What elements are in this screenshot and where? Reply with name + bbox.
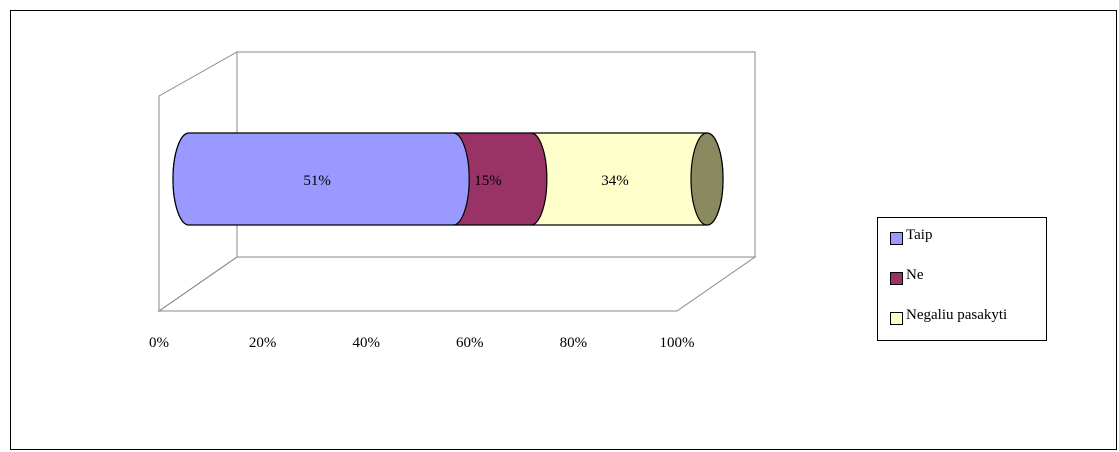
cylinder-end-cap (690, 132, 724, 226)
legend-swatch (890, 312, 903, 325)
bar-segments (172, 132, 724, 226)
x-tick-label: 80% (560, 335, 588, 351)
data-label-taip: 51% (303, 173, 331, 189)
legend-swatch (890, 232, 903, 245)
legend-item: Ne (890, 266, 924, 286)
legend-label: Taip (906, 227, 933, 243)
legend-label: Ne (906, 267, 924, 283)
data-labels: 51% 15% 34% (303, 173, 628, 189)
legend-label: Negaliu pasakyti (906, 307, 1008, 323)
x-tick-label: 100% (660, 335, 695, 351)
legend-item: Taip (890, 226, 932, 246)
chart-plot: 51% 15% 34% 0% 20% 40% 60% 80% 100% (149, 51, 757, 351)
x-tick-label: 0% (149, 335, 169, 351)
x-tick-label: 60% (456, 335, 484, 351)
x-tick-label: 40% (352, 335, 380, 351)
data-label-ne: 15% (474, 173, 502, 189)
legend-item: Negaliu pasakyti (890, 306, 1007, 326)
x-tick-label: 20% (249, 335, 277, 351)
cylinder-left-edge (172, 132, 190, 226)
legend: Taip Ne Negaliu pasakyti (877, 217, 1047, 341)
data-label-negaliu-pasakyti: 34% (601, 173, 629, 189)
x-axis-ticks: 0% 20% 40% 60% 80% 100% (149, 335, 695, 351)
floor (157, 256, 757, 312)
legend-swatch (890, 272, 903, 285)
chart-frame: 51% 15% 34% 0% 20% 40% 60% 80% 100% Taip Ne Negal… (10, 10, 1117, 450)
